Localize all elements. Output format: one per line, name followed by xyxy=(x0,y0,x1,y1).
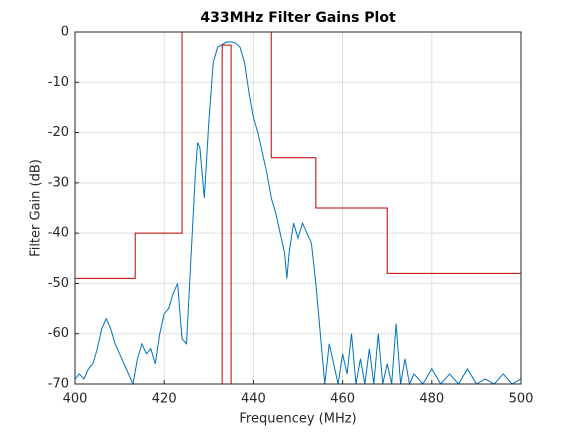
y-tick-label: 0 xyxy=(61,25,69,40)
x-tick-label: 500 xyxy=(509,392,534,407)
y-tick-label: -40 xyxy=(48,226,69,241)
y-tick-label: -20 xyxy=(48,125,69,140)
y-tick-label: -60 xyxy=(48,326,69,341)
x-axis-label: Frequencey (MHz) xyxy=(239,412,356,427)
y-tick-label: -50 xyxy=(48,276,69,291)
x-tick-label: 460 xyxy=(330,392,355,407)
y-axis-label: Filter Gain (dB) xyxy=(29,159,44,257)
x-tick-label: 440 xyxy=(241,392,266,407)
chart-title: 433MHz Filter Gains Plot xyxy=(200,10,396,26)
y-tick-label: -30 xyxy=(48,175,69,190)
x-tick-label: 400 xyxy=(63,392,88,407)
x-tick-label: 480 xyxy=(419,392,444,407)
series-line xyxy=(75,31,521,279)
x-tick-label: 420 xyxy=(152,392,177,407)
plot-frame xyxy=(74,31,522,385)
y-tick-label: -10 xyxy=(48,75,69,90)
y-tick-label: -70 xyxy=(48,377,69,392)
series-line xyxy=(221,44,232,384)
